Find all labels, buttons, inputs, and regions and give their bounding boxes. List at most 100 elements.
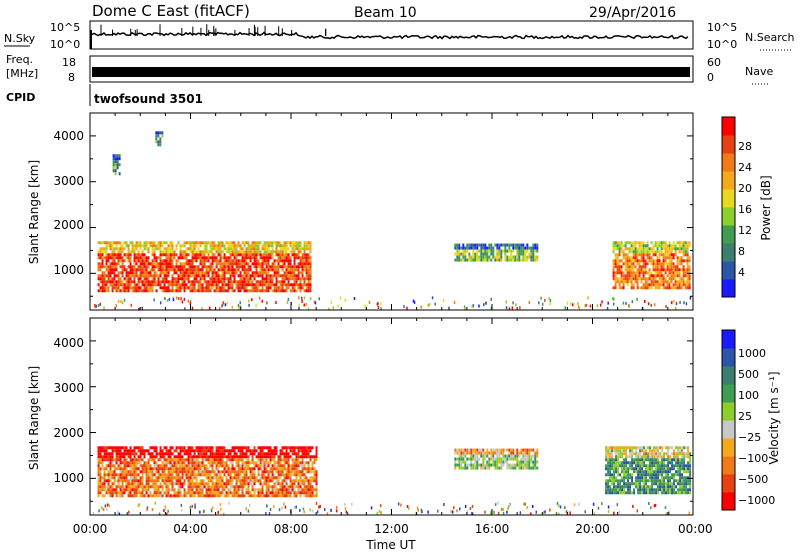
range-gate-cell [265, 262, 268, 266]
range-gate-cell [315, 488, 318, 492]
range-gate-cell [275, 449, 278, 453]
speckle-cell [95, 304, 98, 308]
range-gate-cell [179, 268, 182, 272]
range-gate-cell [153, 458, 156, 462]
range-gate-cell [682, 265, 685, 269]
range-gate-cell [625, 461, 628, 465]
range-gate-cell [265, 479, 268, 483]
range-gate-cell [287, 452, 290, 456]
range-gate-cell [243, 461, 246, 465]
range-gate-cell [167, 476, 170, 480]
range-gate-cell [155, 259, 158, 263]
range-gate-cell [490, 249, 493, 253]
range-gate-cell [486, 448, 489, 452]
range-gate-cell [277, 265, 280, 269]
range-gate-cell [651, 461, 654, 465]
range-gate-cell [243, 452, 246, 456]
range-gate-cell [223, 259, 226, 263]
range-gate-cell [227, 271, 230, 275]
range-gate-cell [631, 458, 634, 462]
range-gate-cell [630, 244, 633, 248]
range-gate-cell [133, 250, 136, 254]
range-gate-cell [131, 494, 134, 498]
range-gate-cell [177, 458, 180, 462]
speckle-cell [337, 304, 340, 308]
range-gate-cell [269, 476, 272, 480]
range-gate-cell [253, 452, 256, 456]
range-gate-cell [674, 244, 677, 248]
range-gate-cell [683, 470, 686, 474]
range-gate-cell [666, 247, 669, 251]
range-gate-cell [255, 289, 258, 293]
speckle-cell [154, 501, 157, 505]
range-gate-cell [243, 482, 246, 486]
range-gate-cell [273, 241, 276, 245]
range-gate-cell [500, 460, 503, 464]
range-gate-cell [257, 271, 260, 275]
range-gate-cell [203, 286, 206, 290]
range-gate-cell [239, 473, 242, 477]
colorbar-swatch [722, 117, 735, 136]
range-gate-cell [631, 473, 634, 477]
range-gate-cell [175, 467, 178, 471]
range-gate-cell [263, 268, 266, 272]
range-gate-cell [119, 455, 122, 459]
range-gate-cell [516, 454, 519, 458]
range-gate-cell [293, 250, 296, 254]
range-gate-cell [659, 485, 662, 489]
range-gate-cell [243, 271, 246, 275]
range-gate-cell [115, 467, 118, 471]
range-gate-cell [133, 461, 136, 465]
range-gate-cell [171, 268, 174, 272]
range-gate-cell [119, 494, 122, 498]
range-gate-cell [225, 262, 228, 266]
range-gate-cell [119, 256, 122, 260]
range-gate-cell [133, 274, 136, 278]
range-gate-cell [97, 268, 100, 272]
range-gate-cell [615, 455, 618, 459]
range-gate-cell [157, 467, 160, 471]
range-gate-cell [299, 286, 302, 290]
range-gate-cell [221, 458, 224, 462]
range-gate-cell [658, 244, 661, 248]
range-gate-cell [159, 491, 162, 495]
range-gate-cell [185, 250, 188, 254]
speckle-cell [330, 508, 332, 512]
range-gate-cell [689, 458, 692, 462]
range-gate-cell [121, 274, 124, 278]
range-gate-cell [279, 482, 282, 486]
range-gate-cell [109, 247, 112, 251]
range-gate-cell [647, 485, 650, 489]
range-gate-cell [622, 253, 625, 257]
range-gate-cell [211, 491, 214, 495]
range-gate-cell [301, 277, 304, 281]
range-gate-cell [683, 467, 686, 471]
range-gate-cell [237, 446, 240, 450]
range-gate-cell [303, 247, 306, 251]
range-gate-cell [291, 470, 294, 474]
range-gate-cell [289, 467, 292, 471]
range-gate-cell [275, 265, 278, 269]
range-gate-cell [512, 243, 515, 247]
range-gate-cell [199, 464, 202, 468]
range-gate-cell [466, 463, 469, 467]
range-gate-cell [219, 494, 222, 498]
range-gate-cell [179, 467, 182, 471]
range-gate-cell [261, 476, 264, 480]
range-gate-cell [313, 476, 316, 480]
range-gate-cell [101, 283, 104, 287]
range-gate-cell [674, 253, 677, 257]
range-gate-cell [472, 243, 475, 247]
range-gate-cell [159, 458, 162, 462]
range-gate-cell [149, 455, 152, 459]
range-gate-cell [486, 460, 489, 464]
range-gate-cell [658, 250, 661, 254]
range-gate-cell [476, 246, 479, 250]
range-gate-cell [655, 452, 658, 456]
range-gate-cell [145, 283, 148, 287]
range-gate-cell [617, 461, 620, 465]
range-gate-cell [496, 457, 499, 461]
range-gate-cell [233, 259, 236, 263]
range-gate-cell [241, 283, 244, 287]
range-gate-cell [195, 449, 198, 453]
